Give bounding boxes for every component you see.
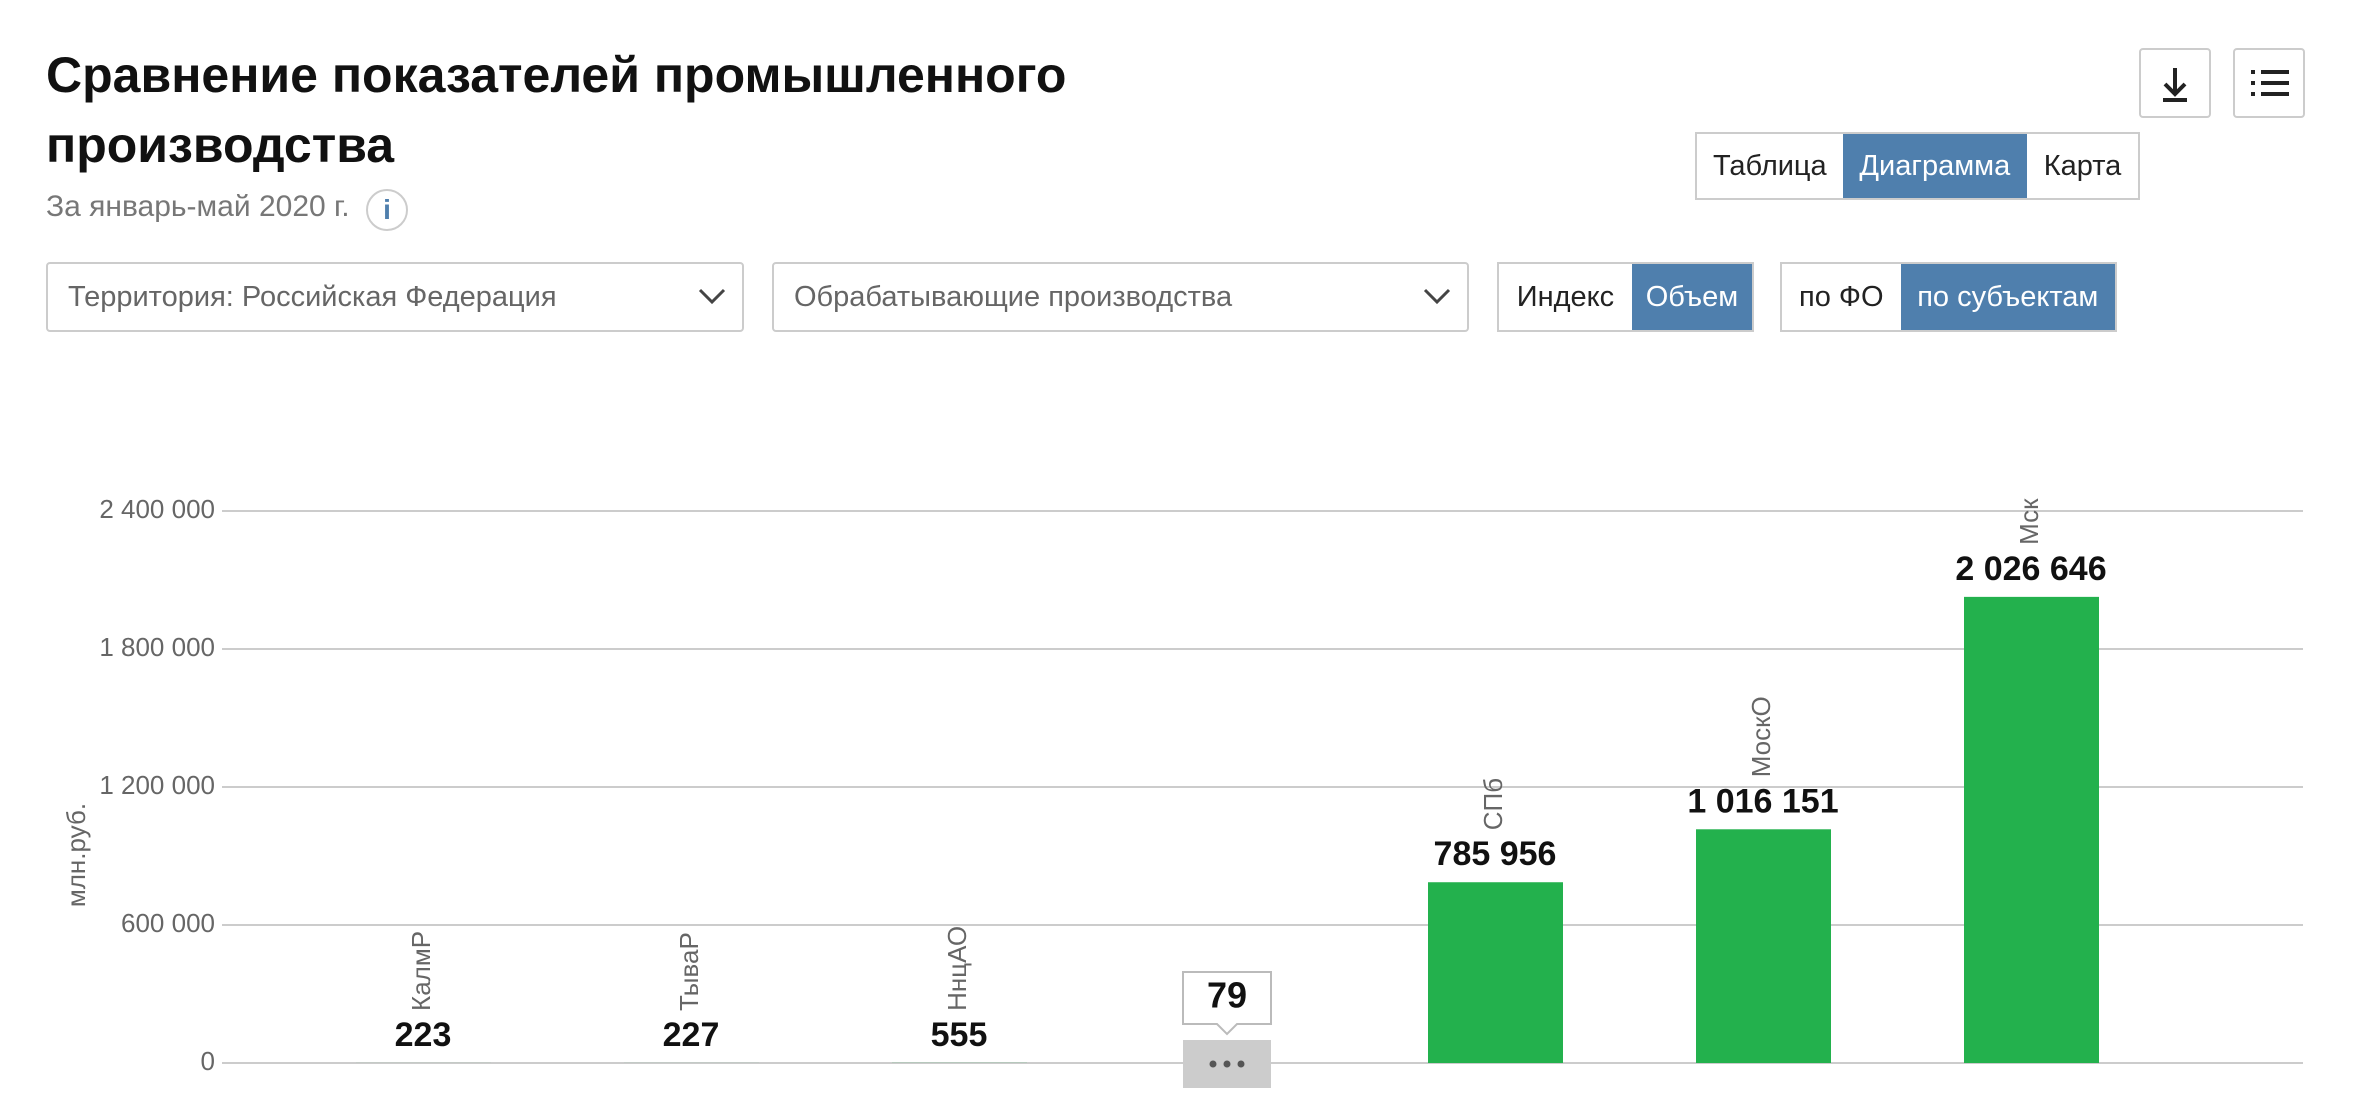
territory-dropdown[interactable]: Территория: Российская Федерация	[46, 262, 744, 332]
x-tick-label: СПб	[1478, 778, 1508, 830]
tab[interactable]: Таблица	[1712, 149, 1827, 182]
tab[interactable]: Диаграмма	[1842, 134, 2027, 198]
value-label: 2 026 646	[1955, 550, 2106, 588]
x-tick-label: Мск	[2014, 498, 2044, 545]
menu-icon	[2251, 70, 2289, 96]
value-label: 1 016 151	[1687, 782, 1838, 820]
chevron	[1423, 288, 1451, 305]
toggle[interactable]: по субъектам	[1900, 264, 2115, 330]
dot	[1237, 1060, 1245, 1068]
dropdown-text: Территория: Российская Федерация	[68, 280, 557, 313]
x-tick-label: НнцАО	[942, 926, 972, 1011]
level-toggle: по ФО по субъектам	[1780, 262, 2117, 332]
toggle[interactable]: Индекс	[1516, 280, 1615, 313]
bar	[1428, 882, 1563, 1063]
toggle[interactable]: по ФО	[1799, 280, 1884, 313]
collapsed-count: 79	[1207, 975, 1247, 1016]
x-tick-label: ТываР	[674, 932, 704, 1011]
x-tick-label: МоскО	[1746, 696, 1776, 777]
y-tick-label: 600 000	[121, 908, 215, 938]
y-tick-label: 1 200 000	[99, 770, 215, 800]
dot	[1223, 1060, 1231, 1068]
dropdown-text: Обрабатывающие производства	[794, 280, 1233, 313]
collapsed-button[interactable]	[1183, 1040, 1271, 1088]
tab[interactable]: Карта	[2043, 149, 2122, 182]
value-label: 223	[395, 1016, 452, 1054]
measure-toggle: Индекс Объем	[1497, 262, 1754, 332]
y-axis-title: млн.руб.	[61, 803, 91, 907]
y-tick-label: 0	[201, 1046, 215, 1076]
y-tick-label: 1 800 000	[99, 632, 215, 662]
info-button[interactable]: i	[366, 189, 408, 231]
download-icon	[2163, 68, 2187, 102]
bar	[1696, 829, 1831, 1063]
view-tabs: Таблица Диаграмма Карта	[1695, 132, 2140, 200]
x-tick-label: КалмР	[406, 931, 436, 1011]
title: Сравнение показателей промышленного прои…	[46, 47, 1067, 173]
y-tick-label: 2 400 000	[99, 494, 215, 524]
download-button[interactable]	[2139, 48, 2211, 118]
collapsed-tooltip	[1182, 971, 1272, 1036]
industry-dropdown[interactable]: Обрабатывающие производства	[772, 262, 1469, 332]
dot	[1209, 1060, 1217, 1068]
toggle[interactable]: Объем	[1631, 264, 1752, 330]
value-label: 555	[931, 1016, 988, 1054]
value-label: 227	[663, 1016, 720, 1054]
bar	[1964, 596, 2099, 1063]
chevron	[698, 288, 726, 305]
subtitle: За январь-май 2020 г.	[46, 190, 350, 223]
menu-button[interactable]	[2233, 48, 2305, 118]
value-label: 785 956	[1434, 835, 1557, 873]
